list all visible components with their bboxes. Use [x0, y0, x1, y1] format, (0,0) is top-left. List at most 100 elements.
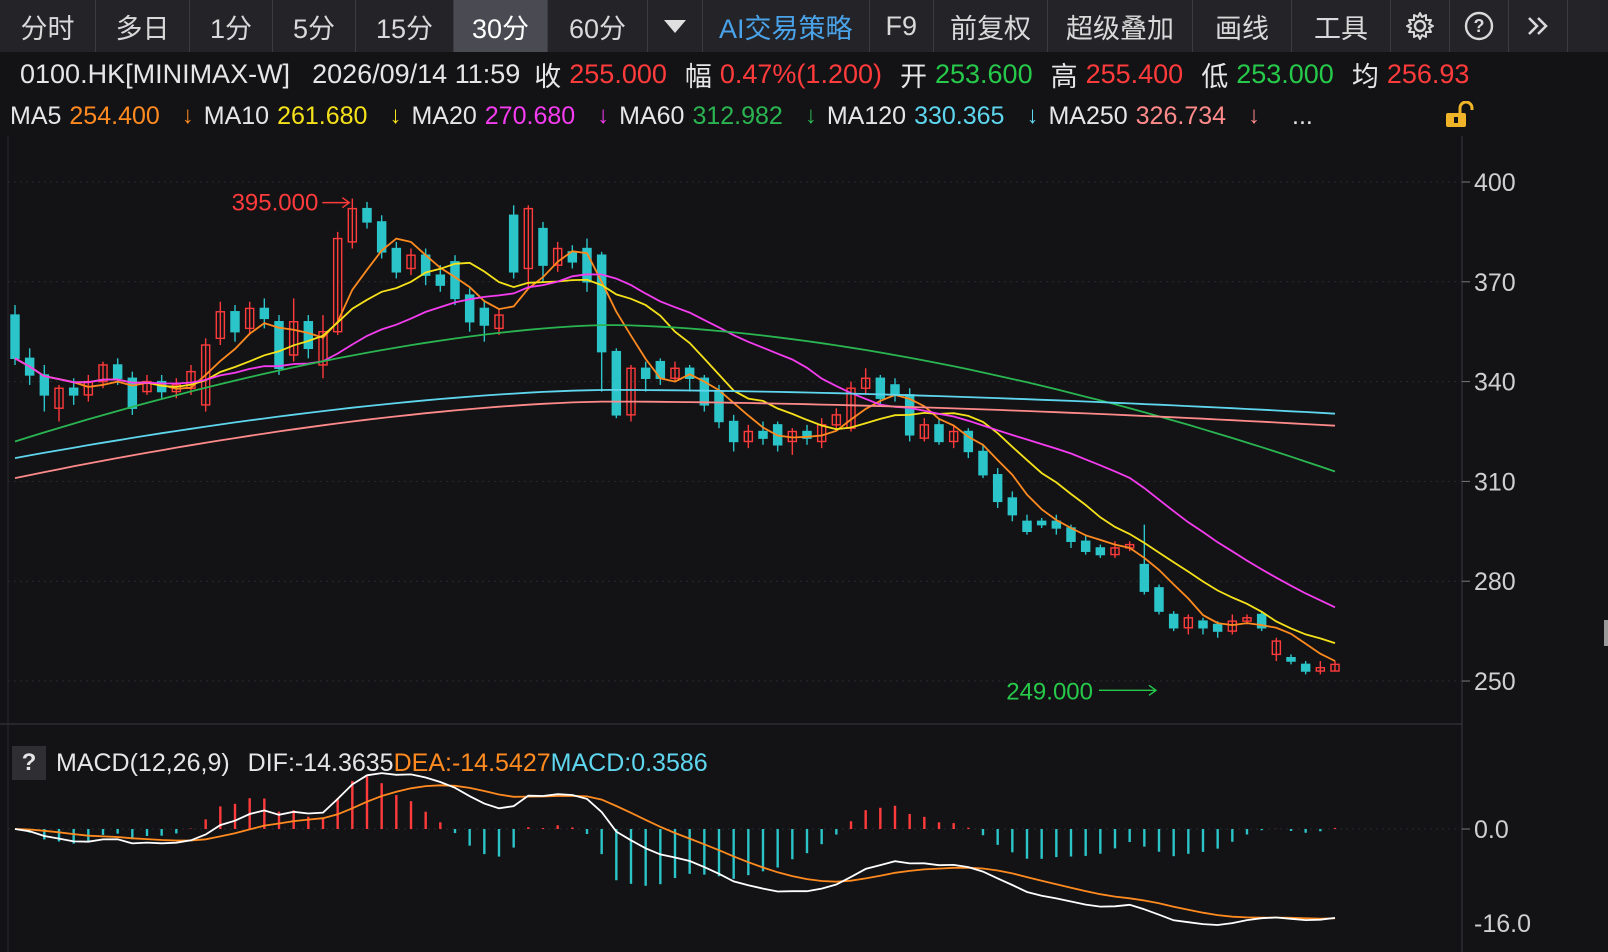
ma-value-ma60: 312.982: [692, 101, 783, 130]
candle-body: [1154, 587, 1164, 612]
ma-trend-arrow: ↓: [804, 102, 817, 129]
high-value: 255.400: [1085, 58, 1184, 89]
candle-body: [743, 430, 754, 443]
datetime-label: 2026/09/14 11:59: [312, 58, 521, 89]
y-tick-label: 280: [1474, 568, 1516, 596]
candle-body: [1212, 623, 1223, 632]
quote-info-bar: 0100.HK[MINIMAX-W] 2026/09/14 11:59 收 25…: [0, 52, 1608, 96]
ma-value-ma5: 254.400: [69, 101, 160, 130]
tab-5分[interactable]: 5分: [273, 0, 356, 52]
ma-legend: MA5 254.400 ↓ MA10 261.680 ↓ MA20 270.680 ↓ MA60 3…: [0, 96, 1313, 136]
candle-body: [39, 374, 50, 396]
macd-low-label: -16.0: [1474, 910, 1531, 938]
adjust-button[interactable]: 前复权: [934, 0, 1049, 52]
ma-name-ma10: MA10: [203, 101, 270, 130]
candle-body: [728, 420, 739, 443]
candle-body: [963, 430, 974, 453]
help-button[interactable]: ?: [1450, 0, 1510, 52]
candle-body: [978, 450, 988, 476]
candle-body: [318, 330, 328, 366]
candle-body: [1198, 620, 1208, 629]
low-label: 低: [1201, 61, 1229, 92]
tab-60分[interactable]: 60分: [548, 0, 648, 52]
chart-background: [0, 96, 1608, 952]
ma-trend-arrow: ↓: [1248, 102, 1261, 129]
ma-trend-arrow: ↓: [389, 102, 402, 129]
candle-body: [758, 430, 768, 439]
candle-body: [919, 424, 930, 439]
expand-button[interactable]: [1509, 0, 1569, 52]
svg-text:?: ?: [1474, 16, 1485, 36]
symbol-label: 0100.HK[MINIMAX-W]: [20, 58, 291, 89]
candle-body: [230, 311, 240, 333]
max-arrow-head: [341, 197, 351, 209]
y-tick-label: 400: [1474, 169, 1516, 197]
tab-30分[interactable]: 30分: [454, 0, 548, 52]
tools-button[interactable]: 工具: [1292, 0, 1392, 52]
ma-name-ma60: MA60: [619, 101, 685, 130]
open-value: 253.600: [934, 58, 1033, 89]
macd-dea: DEA:-14.5427: [393, 748, 551, 777]
candle-body: [1286, 657, 1296, 662]
y-tick-label: 250: [1474, 668, 1516, 696]
candle-body: [714, 390, 724, 423]
candle-body: [596, 254, 607, 353]
f9-button[interactable]: F9: [870, 0, 935, 52]
period-toolbar: 分时 多日 1分 5分 15分 30分 60分 AI交易策略 F9 前复权 超级叠加 画线 工具?: [0, 0, 1608, 53]
scroll-handle[interactable]: [1604, 620, 1608, 646]
macd-legend: ? MACD(12,26,9) DIF:-14.3635 DEA:-14.542…: [0, 744, 708, 782]
overlay-button[interactable]: 超级叠加: [1048, 0, 1194, 52]
ma-value-ma120: 330.365: [914, 101, 1005, 130]
candle-body: [1110, 547, 1120, 556]
candle-body: [1330, 663, 1340, 672]
period-dropdown-button[interactable]: [648, 0, 703, 52]
candle-body: [303, 321, 314, 350]
candle-body: [552, 247, 563, 266]
y-tick-label: 370: [1474, 269, 1516, 297]
ma-name-ma120: MA120: [826, 101, 907, 130]
gear-button[interactable]: [1391, 0, 1451, 52]
expand-icon: [1524, 12, 1552, 40]
high-label: 高: [1050, 61, 1078, 92]
ma-more-button[interactable]: ...: [1292, 101, 1313, 130]
macd-dea-line: [14, 784, 1336, 920]
candle-body: [1168, 613, 1179, 629]
candle-body: [611, 350, 622, 416]
change-value: 0.47%(1.200): [719, 58, 882, 89]
candle-body: [684, 367, 695, 379]
candle-body: [362, 207, 372, 223]
candle-body: [288, 321, 299, 356]
macd-help-icon[interactable]: ?: [12, 746, 46, 780]
candle-body: [479, 307, 490, 326]
ai-strategy-button[interactable]: AI交易策略: [703, 0, 870, 52]
draw-button[interactable]: 画线: [1193, 0, 1293, 52]
ma-name-ma250: MA250: [1048, 101, 1128, 130]
open-label: 开: [899, 61, 927, 92]
tab-多日[interactable]: 多日: [96, 0, 190, 52]
macd-dif: DIF:-14.3635: [247, 748, 394, 777]
help-icon: ?: [1463, 10, 1495, 42]
candle-body: [54, 387, 64, 409]
candle-body: [1095, 547, 1106, 556]
ma-value-ma250: 326.734: [1135, 101, 1227, 130]
candle-body: [831, 414, 842, 426]
lock-icon[interactable]: [1444, 100, 1476, 134]
tab-1分[interactable]: 1分: [190, 0, 273, 52]
candle-body: [142, 380, 152, 393]
tab-分时[interactable]: 分时: [0, 0, 96, 52]
candle-body: [1080, 540, 1091, 552]
candle-body: [494, 314, 504, 330]
candle-body: [1271, 640, 1282, 656]
candle-body: [860, 377, 871, 389]
price-chart[interactable]: 400 370 340 310 280 250 395.000 249.000 0.0 -16.0: [0, 96, 1608, 952]
candle-body: [215, 311, 226, 340]
candle-body: [1242, 617, 1252, 622]
ma-value-ma10: 261.680: [277, 101, 368, 130]
candle-body: [670, 367, 680, 379]
candle-body: [1227, 620, 1238, 632]
tab-15分[interactable]: 15分: [356, 0, 454, 52]
candle-body: [464, 294, 475, 323]
candle-body: [640, 367, 651, 379]
change-label: 幅: [684, 61, 712, 92]
candle-body: [332, 237, 343, 333]
